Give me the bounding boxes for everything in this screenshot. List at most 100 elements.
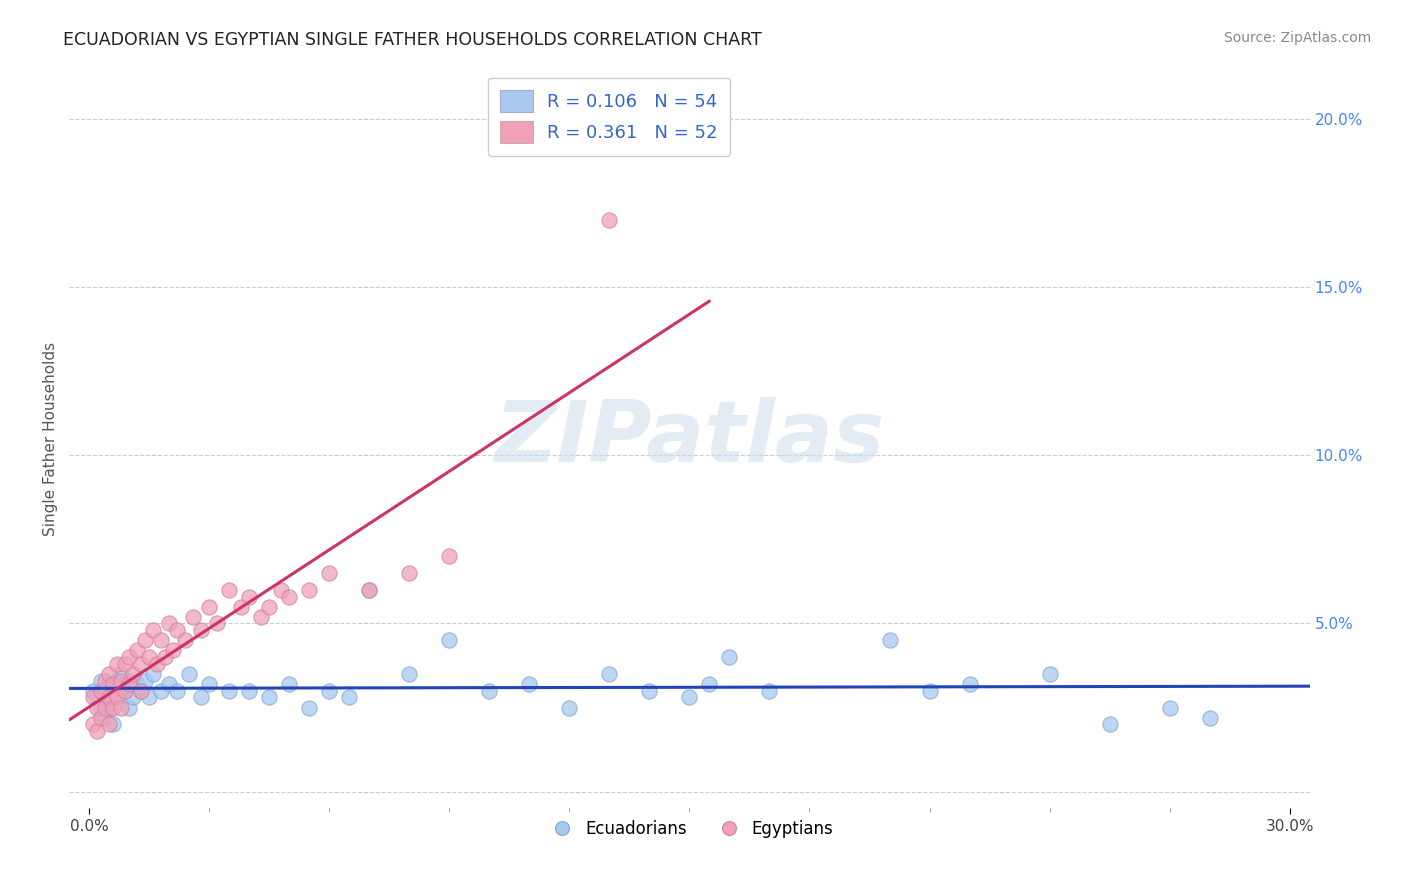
Point — [318, 566, 340, 580]
Point — [318, 683, 340, 698]
Point — [114, 657, 136, 671]
Point — [118, 673, 141, 688]
Point — [98, 677, 121, 691]
Point — [150, 683, 173, 698]
Point — [114, 683, 136, 698]
Point — [758, 683, 780, 698]
Point — [90, 673, 112, 688]
Point — [127, 677, 149, 691]
Point — [519, 677, 541, 691]
Point — [155, 650, 177, 665]
Point — [398, 667, 420, 681]
Point — [638, 683, 661, 698]
Point — [278, 590, 301, 604]
Point — [129, 683, 152, 698]
Point — [134, 673, 156, 688]
Point — [134, 633, 156, 648]
Point — [129, 657, 152, 671]
Point — [162, 643, 184, 657]
Point — [82, 717, 104, 731]
Point — [129, 683, 152, 698]
Point — [439, 633, 461, 648]
Point — [1198, 711, 1220, 725]
Point — [337, 690, 360, 705]
Point — [250, 609, 273, 624]
Point — [146, 657, 169, 671]
Point — [122, 690, 145, 705]
Point — [918, 683, 941, 698]
Text: Source: ZipAtlas.com: Source: ZipAtlas.com — [1223, 31, 1371, 45]
Point — [598, 667, 620, 681]
Text: ZIPatlas: ZIPatlas — [495, 397, 884, 480]
Point — [90, 683, 112, 698]
Point — [98, 717, 121, 731]
Point — [110, 667, 132, 681]
Point — [98, 690, 121, 705]
Point — [114, 683, 136, 698]
Point — [98, 667, 121, 681]
Point — [598, 212, 620, 227]
Point — [157, 677, 180, 691]
Point — [98, 700, 121, 714]
Point — [1038, 667, 1060, 681]
Point — [82, 683, 104, 698]
Point — [259, 599, 281, 614]
Point — [105, 673, 128, 688]
Point — [298, 582, 321, 597]
Point — [118, 650, 141, 665]
Point — [558, 700, 581, 714]
Legend: Ecuadorians, Egyptians: Ecuadorians, Egyptians — [538, 814, 841, 845]
Point — [278, 677, 301, 691]
Point — [94, 700, 117, 714]
Point — [166, 683, 188, 698]
Point — [238, 590, 260, 604]
Point — [198, 677, 221, 691]
Point — [86, 724, 108, 739]
Point — [157, 616, 180, 631]
Point — [127, 643, 149, 657]
Point — [181, 609, 204, 624]
Text: ECUADORIAN VS EGYPTIAN SINGLE FATHER HOUSEHOLDS CORRELATION CHART: ECUADORIAN VS EGYPTIAN SINGLE FATHER HOU… — [63, 31, 762, 49]
Point — [1159, 700, 1181, 714]
Point — [166, 623, 188, 637]
Point — [110, 700, 132, 714]
Point — [142, 623, 165, 637]
Point — [398, 566, 420, 580]
Point — [198, 599, 221, 614]
Point — [270, 582, 292, 597]
Point — [142, 667, 165, 681]
Point — [105, 657, 128, 671]
Point — [86, 700, 108, 714]
Point — [718, 650, 741, 665]
Point — [174, 633, 197, 648]
Point — [1098, 717, 1121, 731]
Point — [699, 677, 721, 691]
Point — [179, 667, 201, 681]
Point — [110, 673, 132, 688]
Point — [82, 690, 104, 705]
Point — [298, 700, 321, 714]
Point — [118, 677, 141, 691]
Point — [94, 711, 117, 725]
Point — [879, 633, 901, 648]
Point — [207, 616, 229, 631]
Point — [86, 690, 108, 705]
Point — [238, 683, 260, 698]
Point — [94, 673, 117, 688]
Point — [103, 683, 125, 698]
Point — [218, 683, 240, 698]
Point — [94, 683, 117, 698]
Point — [359, 582, 381, 597]
Y-axis label: Single Father Households: Single Father Households — [44, 342, 58, 535]
Point — [105, 690, 128, 705]
Point — [439, 549, 461, 564]
Point — [678, 690, 700, 705]
Point — [190, 623, 212, 637]
Point — [231, 599, 253, 614]
Point — [359, 582, 381, 597]
Point — [138, 690, 160, 705]
Point — [218, 582, 240, 597]
Point — [259, 690, 281, 705]
Point — [103, 677, 125, 691]
Point — [122, 667, 145, 681]
